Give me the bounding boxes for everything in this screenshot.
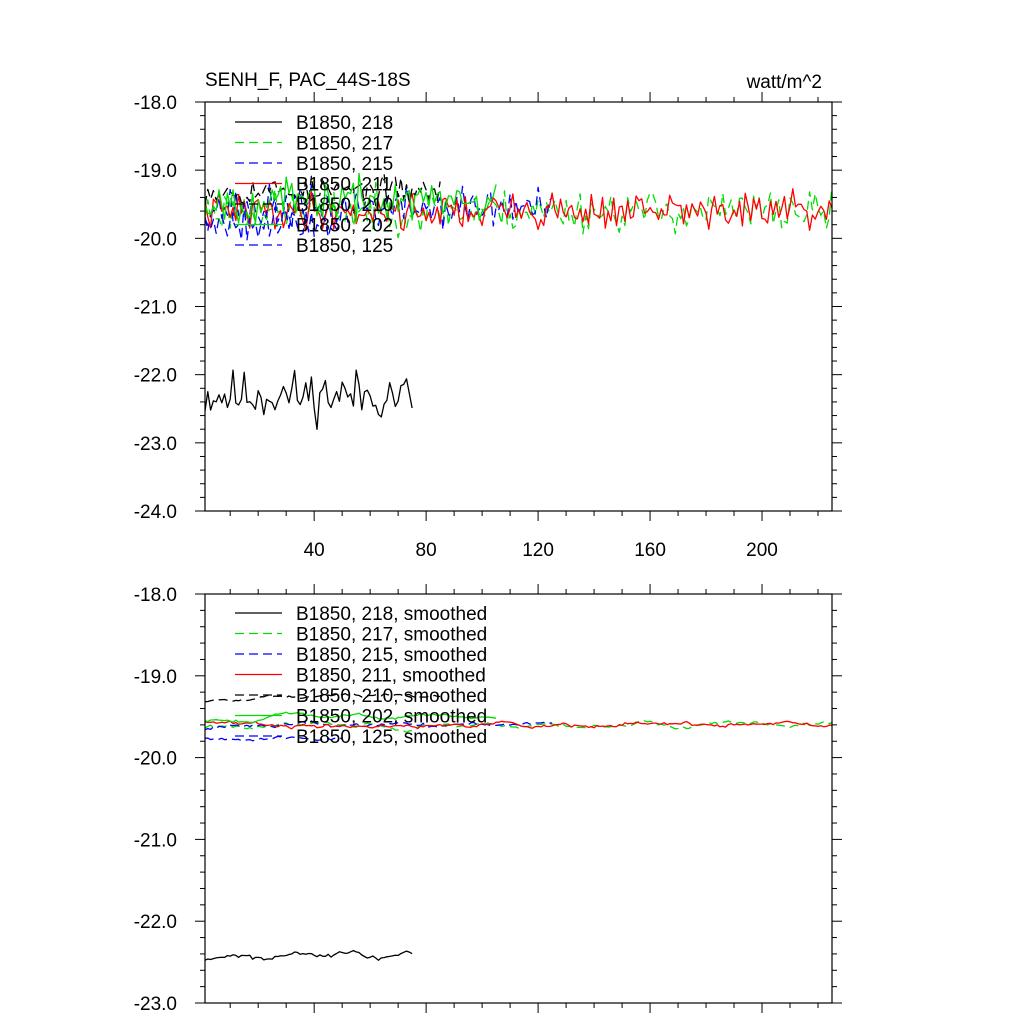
y-tick-label: -20.0 bbox=[134, 229, 177, 250]
y-tick-label: -19.0 bbox=[134, 667, 177, 688]
legend-label: B1850, 215 bbox=[296, 154, 393, 175]
y-tick-label: -18.0 bbox=[134, 585, 177, 606]
series-line-b1850-202 bbox=[205, 172, 497, 225]
legend-label: B1850, 215, smoothed bbox=[296, 645, 487, 666]
x-tick-label: 200 bbox=[746, 540, 778, 561]
plot-frame bbox=[204, 593, 833, 1004]
series-line-b1850-218-smoothed bbox=[205, 949, 413, 961]
legend-label: B1850, 217 bbox=[296, 134, 393, 155]
series-group bbox=[205, 692, 832, 961]
x-tick-label: 40 bbox=[304, 540, 325, 561]
chart-title: SENH_F, PAC_44S-18S bbox=[205, 70, 411, 91]
y-tick-label: -22.0 bbox=[134, 366, 177, 387]
y-tick-label: -19.0 bbox=[134, 161, 177, 182]
series-line-b1850-217-smoothed bbox=[205, 720, 832, 734]
series-group bbox=[205, 172, 832, 431]
y-tick-label: -23.0 bbox=[134, 434, 177, 455]
series-line-b1850-217 bbox=[205, 181, 832, 239]
y-tick-label: -24.0 bbox=[134, 502, 177, 523]
x-tick-label: 160 bbox=[634, 540, 666, 561]
legend-label: B1850, 202, smoothed bbox=[296, 707, 487, 728]
legend-label: B1850, 125, smoothed bbox=[296, 727, 487, 748]
y-tick-label: -18.0 bbox=[134, 93, 177, 114]
legend-label: B1850, 202 bbox=[296, 216, 393, 237]
legend-label: B1850, 217, smoothed bbox=[296, 625, 487, 646]
series-line-b1850-202-smoothed bbox=[205, 711, 497, 724]
y-tick-label: -21.0 bbox=[134, 830, 177, 851]
series-line-b1850-210-smoothed bbox=[205, 692, 441, 703]
series-line-b1850-211-smoothed bbox=[205, 720, 832, 730]
legend-label: B1850, 218 bbox=[296, 113, 393, 134]
legend-label: B1850, 211, smoothed bbox=[296, 666, 486, 687]
units-label: watt/m^2 bbox=[746, 72, 822, 93]
y-tick-label: -22.0 bbox=[134, 912, 177, 933]
series-line-b1850-215 bbox=[205, 183, 553, 232]
y-tick-label: -21.0 bbox=[134, 298, 177, 319]
y-tick-label: -23.0 bbox=[134, 994, 177, 1015]
legend-label: B1850, 210 bbox=[296, 195, 393, 216]
series-line-b1850-125-smoothed bbox=[205, 735, 343, 742]
top-panel: 40 80 120 160 200 -24.0 -23.0 -22.0 -21.0 -20.0 -1… bbox=[134, 70, 842, 561]
legend-label: B1850, 125 bbox=[296, 236, 393, 257]
legend-label: B1850, 218, smoothed bbox=[296, 604, 487, 625]
series-line-b1850-211 bbox=[205, 188, 832, 232]
legend-label: B1850, 210, smoothed bbox=[296, 686, 487, 707]
y-tick-label: -20.0 bbox=[134, 749, 177, 770]
x-tick-label: 120 bbox=[522, 540, 554, 561]
series-line-b1850-218 bbox=[205, 369, 413, 431]
legend-label: B1850, 211 bbox=[296, 175, 392, 196]
x-tick-label: 80 bbox=[416, 540, 437, 561]
bottom-panel: -23.0 -22.0 -21.0 -20.0 -19.0 -18.0 B1850, 218… bbox=[134, 584, 842, 1015]
